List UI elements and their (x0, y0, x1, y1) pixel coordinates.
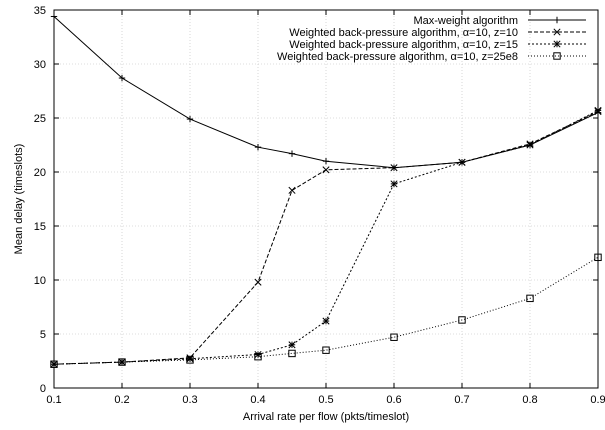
x-tick-label: 0.3 (182, 394, 197, 406)
data-point (458, 316, 466, 324)
y-tick-label: 10 (34, 275, 46, 287)
y-tick-label: 5 (40, 329, 46, 341)
data-point (186, 115, 194, 123)
legend-label: Weighted back-pressure algorithm, α=10, … (277, 51, 518, 63)
x-tick-label: 0.8 (522, 394, 537, 406)
series-line (53, 109, 599, 365)
data-point (553, 16, 561, 24)
legend-item: Weighted back-pressure algorithm, α=10, … (289, 39, 586, 51)
x-tick-label: 0.4 (250, 394, 265, 406)
y-tick-label: 20 (34, 167, 46, 179)
series-line (53, 111, 599, 365)
legend-label: Weighted back-pressure algorithm, α=10, … (289, 39, 518, 51)
data-point (322, 158, 330, 165)
data-point (526, 294, 534, 303)
x-tick-label: 0.7 (454, 394, 469, 406)
data-point (254, 143, 262, 151)
data-point (254, 350, 262, 359)
series-line (53, 256, 599, 365)
series-3 (50, 106, 602, 368)
data-point (186, 356, 194, 364)
data-point (288, 341, 296, 349)
y-tick-label: 0 (40, 383, 46, 395)
data-point (254, 278, 262, 286)
x-tick-label: 0.1 (46, 394, 61, 406)
data-point (288, 150, 296, 157)
data-point (553, 40, 561, 48)
x-axis-title: Arrival rate per flow (pkts/timeslot) (243, 411, 409, 423)
data-point (322, 166, 330, 174)
data-point (288, 186, 296, 194)
legend-item: Max-weight algorithm (413, 15, 586, 27)
x-tick-label: 0.2 (114, 394, 129, 406)
data-point (118, 358, 126, 366)
y-tick-label: 35 (34, 5, 46, 17)
y-tick-label: 25 (34, 113, 46, 125)
data-point (322, 346, 330, 354)
data-point (390, 180, 398, 188)
y-axis-title: Mean delay (timeslots) (13, 144, 25, 255)
legend-label: Weighted back-pressure algorithm, α=10, … (289, 27, 518, 39)
legend-label: Max-weight algorithm (413, 15, 518, 27)
data-point (390, 164, 398, 172)
data-point (553, 28, 561, 36)
legend-item: Weighted back-pressure algorithm, α=10, … (289, 27, 586, 39)
data-point (322, 317, 330, 325)
axes: 0.1 0.2 0.3 0.4 0.5 0.6 0.7 0.8 0.9 0 5 10 15 20 25 30 3… (34, 5, 605, 406)
x-tick-label: 0.5 (318, 394, 333, 406)
x-tick-label: 0.6 (386, 394, 401, 406)
data-point (526, 141, 534, 149)
series-4 (50, 253, 602, 368)
data-point (118, 358, 126, 366)
data-point (553, 52, 561, 60)
data-point (254, 352, 262, 361)
data-point (118, 74, 126, 82)
data-point (458, 158, 466, 166)
data-point (390, 333, 398, 341)
legend-item: Weighted back-pressure algorithm, α=10, … (277, 51, 586, 63)
x-tick-label: 0.9 (590, 394, 605, 406)
y-tick-label: 30 (34, 59, 46, 71)
grid-lines (54, 10, 598, 388)
data-point (288, 349, 296, 358)
y-tick-label: 15 (34, 221, 46, 233)
